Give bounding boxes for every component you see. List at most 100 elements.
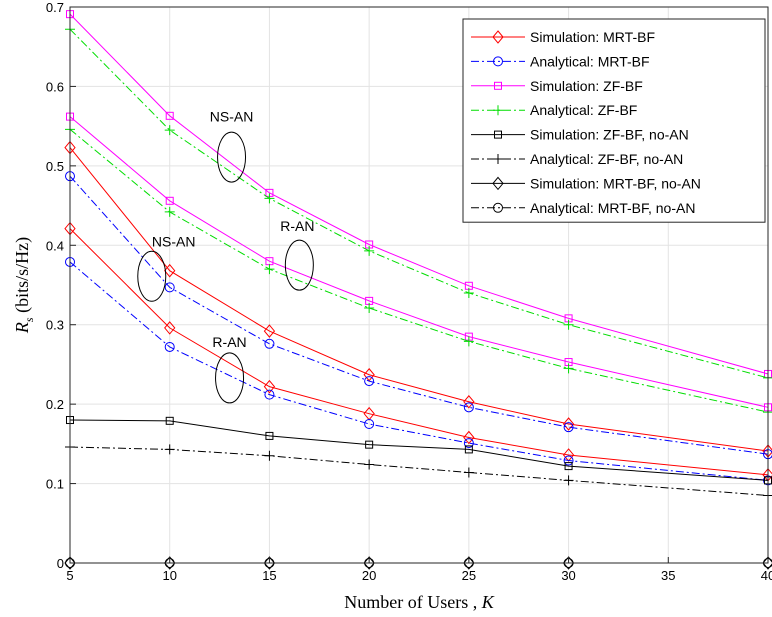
y-tick-label: 0.6: [46, 79, 64, 94]
y-tick-label: 0.2: [46, 397, 64, 412]
data-point: [564, 462, 573, 471]
x-tick-label: 15: [262, 568, 276, 583]
legend-label: Analytical: ZF-BF, no-AN: [530, 151, 683, 167]
data-point: [364, 459, 375, 470]
axis-ticks: 5 10 15 20 25 30 35 40 0 0.1 0.2 0.3 0.4 0.5 0.6 0.7: [46, 0, 772, 583]
data-point: [263, 556, 276, 570]
data-point: [164, 282, 175, 293]
legend-swatch-marker: [492, 30, 504, 44]
data-point: [463, 402, 474, 413]
data-point: [364, 303, 375, 314]
data-point: [164, 341, 175, 352]
x-axis-title-variable: K: [481, 592, 495, 612]
series-line: [69, 13, 769, 375]
y-tick-label: 0.3: [46, 318, 64, 333]
data-point: [165, 416, 174, 425]
legend-entry: Simulation: ZF-BF: [471, 78, 643, 94]
data-point: [562, 556, 575, 570]
data-point: [263, 324, 276, 338]
annotation-label: NS-AN: [210, 109, 254, 125]
data-point: [364, 376, 375, 387]
data-point: [165, 196, 174, 205]
legend-entry: Simulation: MRT-BF, no-AN: [471, 175, 701, 191]
legend: Simulation: MRT-BF Analytical: MRT-BF Simu…: [462, 18, 766, 223]
data-point: [263, 379, 276, 394]
data-point: [464, 445, 473, 454]
plot-frame: [69, 6, 769, 564]
y-axis-title: Rs (bits/s/Hz): [12, 237, 36, 334]
data-point: [264, 193, 275, 204]
legend-swatch-marker: [494, 81, 502, 90]
series-line: [69, 228, 769, 476]
legend-swatch-marker: [492, 176, 504, 191]
legend-entry: Analytical: ZF-BF: [471, 102, 637, 118]
data-point: [64, 556, 76, 570]
legend-entry: Analytical: MRT-BF, no-AN: [471, 200, 695, 216]
x-tick-label: 25: [462, 568, 476, 583]
data-point: [563, 319, 574, 330]
x-axis-title-main: Number of Users ,: [344, 592, 481, 612]
x-tick-label: 35: [661, 568, 675, 583]
legend-entry: Simulation: MRT-BF: [471, 29, 655, 45]
legend-label: Simulation: MRT-BF: [530, 29, 655, 45]
y-tick-label: 0.1: [46, 477, 64, 492]
legend-swatch-marker: [493, 154, 503, 164]
data-point: [264, 450, 275, 461]
annotation-label: R-AN: [212, 334, 246, 350]
series-line: [69, 419, 769, 481]
data-point: [463, 430, 475, 445]
series-line: [69, 175, 769, 455]
annotation-ellipse: [217, 131, 247, 183]
legend-entry: Analytical: ZF-BF, no-AN: [471, 151, 683, 167]
data-point: [563, 455, 574, 466]
y-axis-title-subscript: s: [22, 317, 36, 322]
data-point: [164, 263, 176, 278]
annotation-label: NS-AN: [152, 233, 196, 249]
data-point: [463, 394, 475, 409]
data-point: [364, 245, 375, 256]
data-point: [463, 336, 474, 347]
annotation-ellipse: [215, 352, 245, 404]
data-point: [265, 431, 274, 440]
data-point: [363, 556, 375, 570]
annotation-ellipse: [137, 250, 167, 302]
series-line: [69, 147, 769, 452]
y-tick-label: 0: [57, 556, 64, 571]
series-line: [69, 116, 769, 408]
data-point: [364, 419, 375, 429]
x-axis-title: Number of Users , K: [344, 592, 494, 612]
data-point: [164, 321, 176, 335]
data-point: [164, 556, 176, 570]
legend-label: Simulation: ZF-BF: [530, 78, 643, 94]
legend-label: Simulation: ZF-BF, no-AN: [530, 127, 689, 143]
data-point: [463, 556, 475, 570]
x-tick-label: 5: [66, 568, 73, 583]
data-point: [365, 440, 374, 449]
y-tick-label: 0.4: [46, 238, 64, 253]
x-tick-label: 40: [761, 568, 772, 583]
data-point: [562, 417, 575, 431]
legend-label: Analytical: MRT-BF, no-AN: [530, 200, 695, 216]
data-point: [563, 475, 574, 486]
annotation-ellipse: [284, 239, 314, 291]
data-point: [264, 264, 275, 275]
annotation-label: R-AN: [280, 218, 314, 234]
legend-swatch-marker: [494, 130, 502, 139]
y-axis-title-symbol: R: [12, 322, 32, 334]
series-simulation-mrt-bf: [64, 140, 772, 458]
data-point: [463, 467, 474, 478]
y-tick-label: 0.7: [46, 0, 64, 15]
legend-entry: Analytical: MRT-BF: [471, 53, 650, 69]
data-point: [563, 422, 574, 433]
legend-swatch-marker: [493, 105, 503, 116]
legend-entry: Simulation: ZF-BF, no-AN: [471, 127, 689, 143]
series-line: [69, 261, 769, 481]
legend-swatch-marker: [493, 202, 503, 213]
legend-label: Simulation: MRT-BF, no-AN: [530, 175, 701, 191]
x-tick-label: 10: [162, 568, 176, 583]
legend-label: Analytical: MRT-BF: [530, 53, 650, 69]
x-tick-label: 20: [362, 568, 376, 583]
y-tick-label: 0.5: [46, 159, 64, 174]
series-simulation-zf-bf-no-an: [66, 416, 772, 485]
